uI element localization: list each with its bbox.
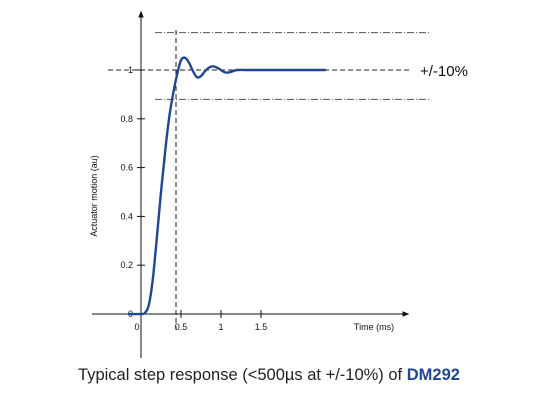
y-tick-label: 0.4 (120, 211, 133, 221)
y-axis-title: Actuator motion (au) (89, 155, 99, 237)
y-tick-label: 1 (128, 65, 133, 75)
step-response-line (127, 56, 327, 316)
x-tick-label: 0 (134, 322, 139, 332)
x-tick-label: 1.5 (255, 322, 268, 332)
y-tick-label: 0.2 (120, 260, 133, 270)
step-response-chart: +/-10%00.20.40.60.810 0.5 1 1.5 Time (ms)Act… (89, 10, 468, 358)
x-axis-title: Time (ms) (354, 322, 394, 332)
figure-caption: Typical step response (<500µs at +/-10%)… (0, 366, 538, 385)
y-tick-label: 0.6 (120, 163, 133, 173)
x-tick-label: 1 (218, 322, 223, 332)
caption-text: Typical step response (<500µs at +/-10%)… (78, 366, 407, 384)
y-tick-label: 0.8 (120, 114, 133, 124)
x-tick-label: 0.5 (175, 322, 188, 332)
tolerance-label: +/-10% (420, 63, 468, 80)
product-name: DM292 (406, 366, 460, 384)
